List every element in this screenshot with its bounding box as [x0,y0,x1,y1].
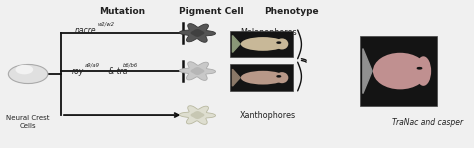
FancyBboxPatch shape [230,65,293,91]
Text: Pigment Cell: Pigment Cell [179,7,244,16]
Polygon shape [232,69,240,86]
Text: & tra: & tra [106,67,128,76]
Polygon shape [180,24,216,42]
Polygon shape [180,106,216,124]
Text: Neural Crest
Cells: Neural Crest Cells [6,115,50,129]
Polygon shape [232,36,240,52]
Text: Phenotype: Phenotype [264,7,319,16]
Polygon shape [191,29,204,37]
Text: roy: roy [72,67,84,76]
Circle shape [277,76,281,77]
Circle shape [277,42,281,43]
Circle shape [417,68,422,69]
Text: Iridophores: Iridophores [240,67,285,76]
Ellipse shape [241,37,285,51]
Ellipse shape [276,38,288,49]
Text: TraNac and casper: TraNac and casper [392,118,464,127]
FancyBboxPatch shape [230,31,293,57]
Text: b6/b6: b6/b6 [123,63,138,68]
FancyBboxPatch shape [360,36,438,106]
Text: Xanthophores: Xanthophores [240,111,296,120]
Text: nacre: nacre [75,25,97,34]
Text: Mutation: Mutation [99,7,145,16]
Polygon shape [180,62,216,80]
Ellipse shape [416,56,431,86]
Ellipse shape [241,71,285,85]
Ellipse shape [16,65,33,74]
Polygon shape [363,49,372,94]
Text: Melanophores: Melanophores [240,28,296,37]
Text: w2/w2: w2/w2 [98,22,115,27]
Polygon shape [191,111,204,119]
Ellipse shape [373,53,427,89]
Text: a9/a9: a9/a9 [85,63,100,68]
Ellipse shape [9,65,48,83]
Ellipse shape [276,72,288,83]
Polygon shape [191,67,204,75]
